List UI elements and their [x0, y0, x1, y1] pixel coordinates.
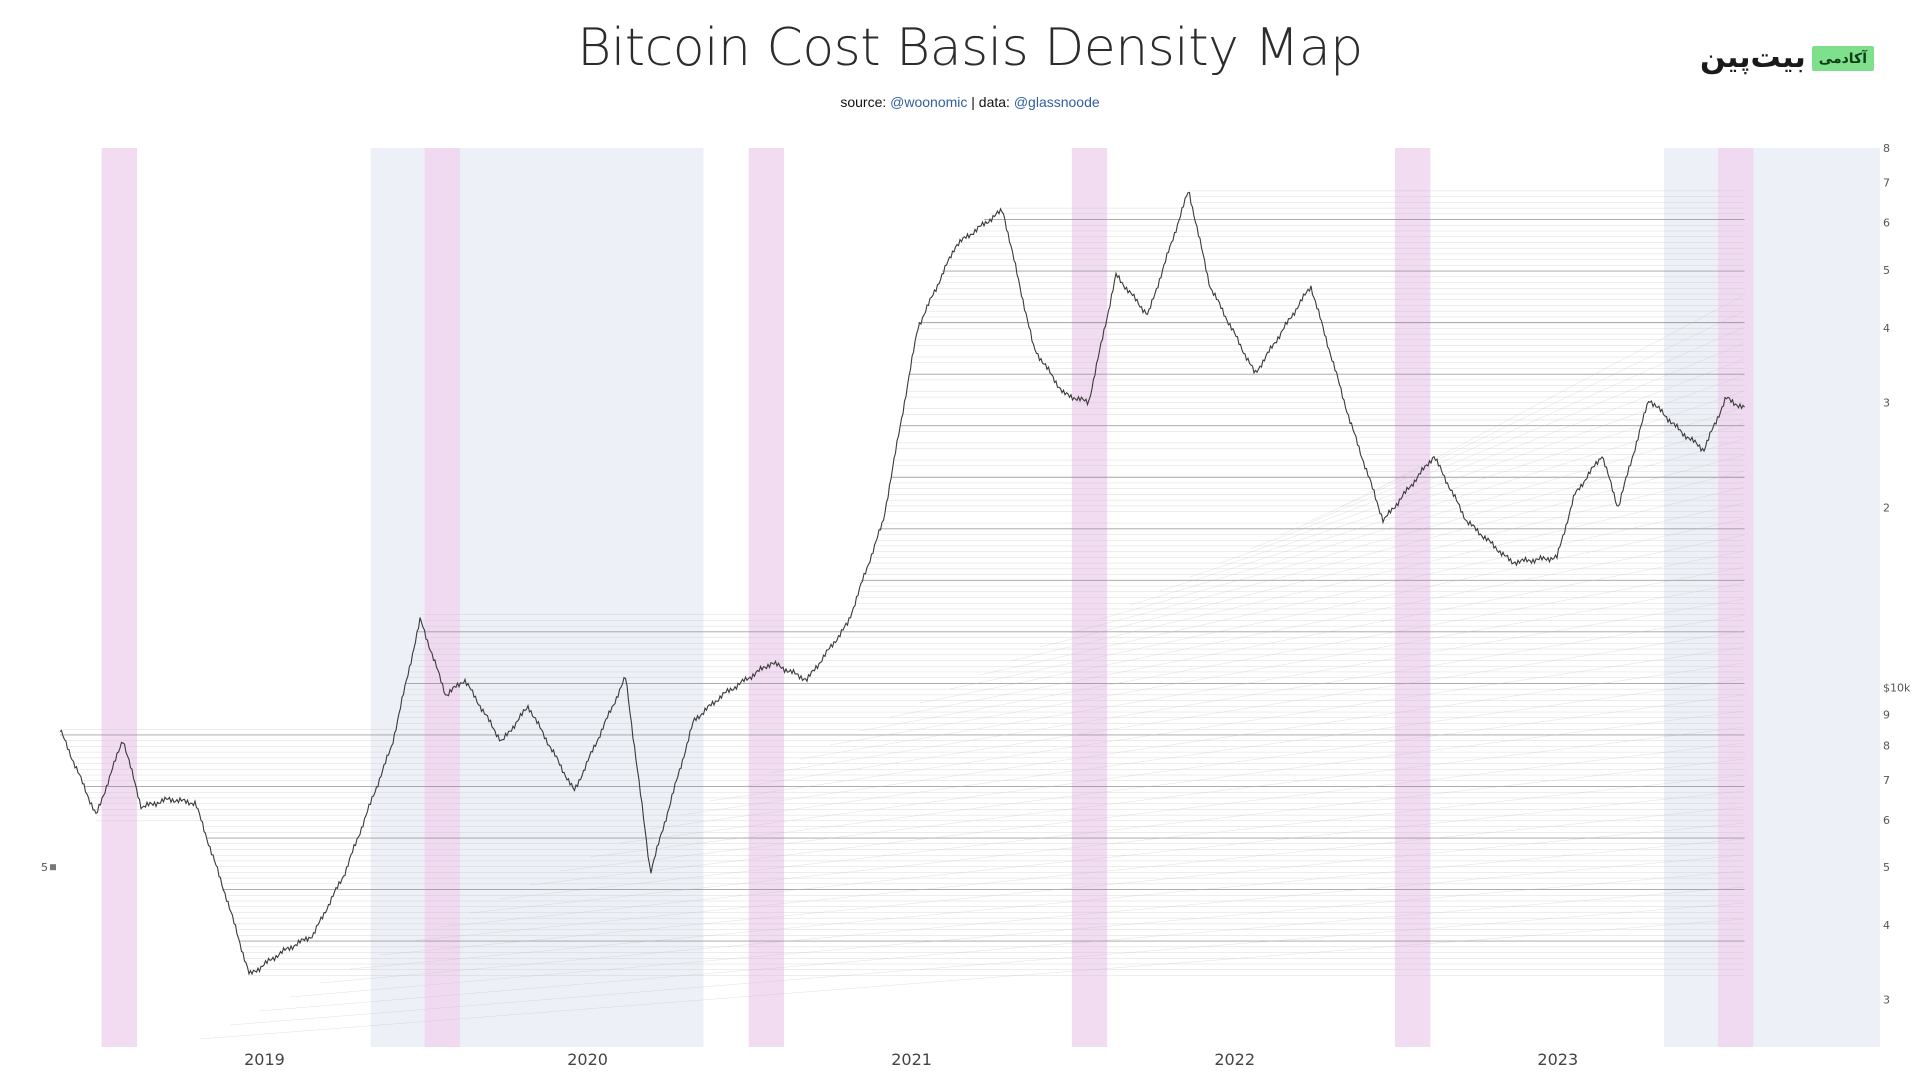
- chart-subtitle: source: @woonomic | data: @glassnoode: [0, 94, 1920, 110]
- cost-basis-drift-line: [469, 774, 1745, 914]
- x-tick-label: 2022: [1214, 1050, 1255, 1069]
- highlight-period-band: [424, 148, 461, 1047]
- cost-basis-drift-line: [499, 758, 1745, 900]
- cost-basis-drift-line: [1159, 406, 1745, 592]
- y-tick-label: 6: [1883, 217, 1890, 230]
- x-tick-label: 2023: [1537, 1050, 1578, 1069]
- x-tick-label: 2021: [891, 1050, 932, 1069]
- cost-basis-drift-line: [769, 614, 1745, 774]
- y-tick-label: 7: [1883, 774, 1890, 787]
- price-line: [59, 191, 1745, 976]
- cost-basis-drift-line: [559, 726, 1745, 872]
- data-link[interactable]: @glassnoode: [1013, 94, 1100, 110]
- left-tick-marker: [50, 864, 56, 871]
- x-tick-label: 2020: [567, 1050, 608, 1069]
- cost-basis-drift-line: [1099, 438, 1745, 620]
- cost-basis-drift-line: [949, 518, 1745, 690]
- cost-basis-drift-line: [1189, 390, 1745, 578]
- cost-basis-drift-line: [259, 886, 1745, 1012]
- cost-basis-drift-line: [979, 502, 1745, 676]
- cost-basis-drift-line: [619, 694, 1745, 844]
- y-tick-label: 3: [1883, 396, 1890, 409]
- y-tick-label: 3: [1883, 994, 1890, 1007]
- y-tick-label: 2: [1883, 502, 1890, 515]
- y-tick-label: 4: [1883, 322, 1890, 335]
- cost-basis-drift-line: [199, 918, 1745, 1040]
- cost-basis-drift-line: [709, 646, 1745, 802]
- cost-basis-drift-line: [319, 854, 1745, 984]
- brand-logo: بیت‌پین آکادمی: [1700, 38, 1896, 78]
- cost-basis-drift-line: [1039, 470, 1745, 648]
- cost-basis-drift-line: [1249, 358, 1745, 550]
- y-tick-label: 5: [1883, 861, 1890, 874]
- cost-basis-drift-line: [349, 838, 1745, 970]
- chart-title: Bitcoin Cost Basis Density Map: [577, 18, 1363, 78]
- highlight-period-band: [748, 148, 785, 1047]
- y-tick-label: $10k: [1883, 681, 1911, 694]
- y-tick-label: 7: [1883, 177, 1890, 190]
- cost-basis-drift-line: [889, 550, 1745, 718]
- x-tick-label: 2019: [244, 1050, 285, 1069]
- y-tick-label-left: 5: [41, 861, 48, 874]
- cost-basis-drift-line: [289, 870, 1745, 998]
- cost-basis-drift-line: [529, 742, 1745, 886]
- cost-basis-drift-line: [229, 902, 1745, 1026]
- y-tick-label: 9: [1883, 709, 1890, 722]
- source-link[interactable]: @woonomic: [890, 94, 968, 110]
- y-tick-label: 5: [1883, 264, 1890, 277]
- cost-basis-drift-line: [1009, 486, 1745, 662]
- axes: 2019 2020 2021 2022 2023 8 7 6 5 4 3 2 $10k 9 8 7 6 5 4 3 5: [41, 142, 1911, 1069]
- cost-basis-drift-line: [919, 534, 1745, 704]
- cost-basis-drift-line: [1069, 454, 1745, 634]
- y-tick-label: 6: [1883, 814, 1890, 827]
- highlight-period-band: [101, 148, 138, 1047]
- cost-basis-drift-line: [1129, 422, 1745, 606]
- price-series: [59, 191, 1745, 976]
- y-tick-label: 8: [1883, 739, 1890, 752]
- cost-basis-drift-line: [379, 822, 1745, 956]
- cost-basis-drift-line: [649, 678, 1745, 830]
- cost-basis-drift-line: [1339, 310, 1745, 508]
- cost-basis-drift-line: [679, 662, 1745, 816]
- cost-basis-drift-line: [589, 710, 1745, 858]
- logo-badge: آکادمی: [1811, 45, 1874, 71]
- cost-basis-drift-line: [1219, 374, 1745, 564]
- cost-basis-lines: [60, 190, 1745, 1040]
- cost-basis-drift-line: [739, 630, 1745, 788]
- cost-basis-drift-line: [859, 566, 1745, 732]
- source-prefix: source:: [840, 94, 891, 110]
- cost-basis-drift-line: [799, 598, 1745, 760]
- cost-basis-drift-line: [439, 790, 1745, 928]
- cost-basis-drift-line: [1309, 326, 1745, 522]
- y-tick-label: 4: [1883, 919, 1890, 932]
- shaded-period-band: [370, 148, 704, 1047]
- logo-wordmark: بیت‌پین: [1700, 40, 1806, 75]
- data-prefix: | data:: [967, 94, 1014, 110]
- cost-basis-drift-line: [829, 582, 1745, 746]
- cost-basis-drift-line: [1279, 342, 1745, 536]
- cost-basis-drift-line: [409, 806, 1745, 942]
- y-tick-label: 8: [1883, 142, 1890, 155]
